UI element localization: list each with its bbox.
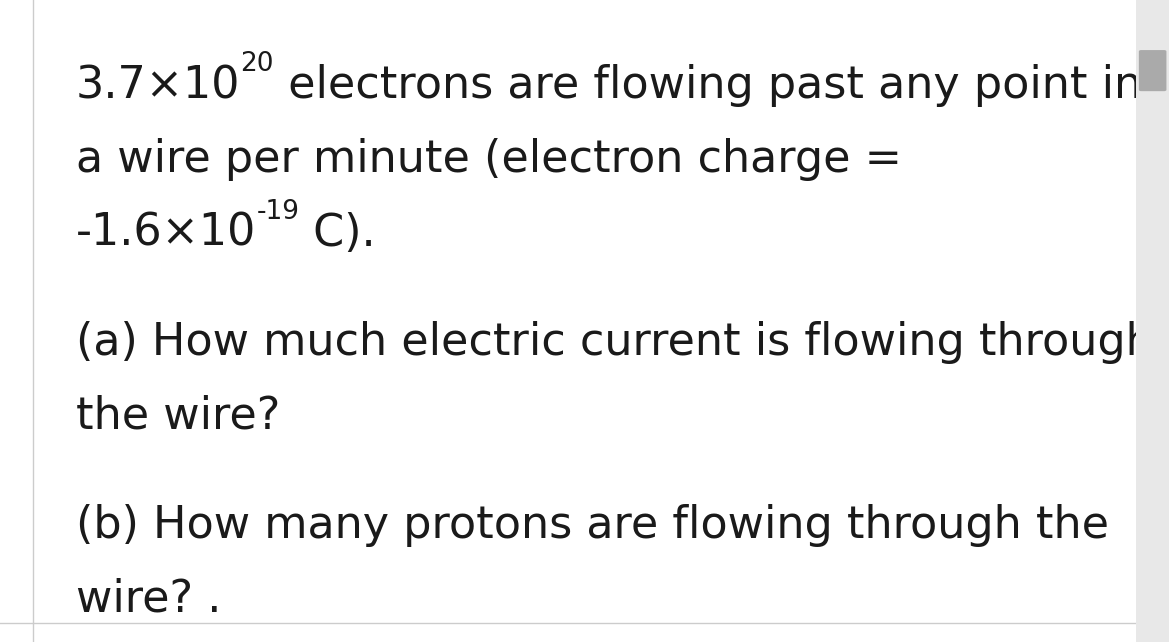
Text: C).: C).	[299, 212, 376, 255]
Text: -19: -19	[256, 199, 299, 225]
Text: a wire per minute (electron charge =: a wire per minute (electron charge =	[76, 138, 902, 181]
Text: -1.6×10: -1.6×10	[76, 212, 256, 255]
Text: 3.7×10: 3.7×10	[76, 64, 241, 107]
Text: electrons are flowing past any point in: electrons are flowing past any point in	[274, 64, 1142, 107]
FancyBboxPatch shape	[1139, 50, 1167, 91]
Text: 20: 20	[241, 51, 274, 77]
Text: (a) How much electric current is flowing through: (a) How much electric current is flowing…	[76, 321, 1154, 364]
Text: (b) How many protons are flowing through the: (b) How many protons are flowing through…	[76, 504, 1109, 547]
Text: wire? .: wire? .	[76, 578, 221, 621]
Bar	[1136, 0, 1169, 642]
Text: the wire?: the wire?	[76, 395, 281, 438]
